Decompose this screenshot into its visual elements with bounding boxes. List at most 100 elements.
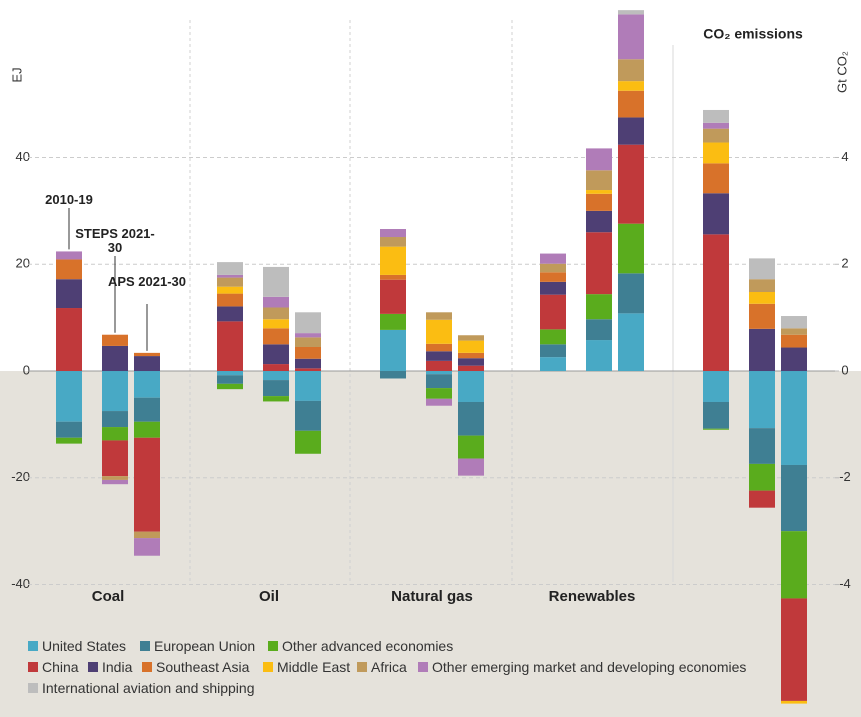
- bar-segment: [295, 337, 321, 347]
- bar-segment: [134, 352, 160, 357]
- bar-segment: [703, 122, 729, 129]
- bar-segment: [540, 281, 566, 295]
- bar-segment: [618, 313, 644, 372]
- legend-swatch: [268, 641, 278, 651]
- bar-segment: [380, 279, 406, 314]
- bar-segment: [263, 328, 289, 345]
- bar-segment: [217, 277, 243, 287]
- y2-tick-label: 0: [841, 362, 848, 377]
- bar-annotation: APS 2021-30: [107, 274, 187, 289]
- bar-segment: [217, 274, 243, 278]
- legend-swatch: [28, 683, 38, 693]
- bar-segment: [134, 421, 160, 438]
- bar-segment: [56, 308, 82, 372]
- bar-segment: [263, 380, 289, 397]
- legend-swatch: [142, 662, 152, 672]
- bar-segment: [703, 109, 729, 123]
- bar-segment: [703, 371, 729, 402]
- bar-segment: [618, 10, 644, 15]
- bar-segment: [426, 360, 452, 372]
- bar-segment: [540, 253, 566, 264]
- bar-segment: [217, 321, 243, 372]
- legend-item: United States: [28, 638, 126, 654]
- bar-segment: [56, 371, 82, 422]
- bar-segment: [102, 411, 128, 428]
- bar-segment: [586, 232, 612, 295]
- legend-swatch: [28, 662, 38, 672]
- bar-segment: [263, 344, 289, 365]
- bar-segment: [295, 346, 321, 359]
- bar-segment: [217, 375, 243, 384]
- legend-item: European Union: [140, 638, 255, 654]
- bar-segment: [102, 334, 128, 346]
- bar-segment: [217, 286, 243, 294]
- bar-segment: [380, 237, 406, 247]
- bar-segment: [703, 234, 729, 372]
- legend-item: Middle East: [263, 659, 350, 675]
- bar-segment: [380, 274, 406, 280]
- group-label: Renewables: [549, 588, 636, 605]
- bar-segment: [102, 427, 128, 441]
- bar-segment: [618, 223, 644, 274]
- bar-segment: [295, 333, 321, 338]
- legend-label: Southeast Asia: [156, 659, 250, 675]
- y2-tick-label: 2: [841, 256, 848, 271]
- co2-group-label: CO₂ emissions: [703, 26, 803, 42]
- legend-item: India: [88, 659, 132, 675]
- legend-swatch: [28, 641, 38, 651]
- bar-segment: [134, 397, 160, 422]
- bar-segment: [540, 357, 566, 372]
- legend-label: China: [42, 659, 79, 675]
- bar-segment: [458, 352, 484, 359]
- bar-segment: [703, 163, 729, 194]
- bar-segment: [781, 334, 807, 348]
- legend-label: Africa: [371, 659, 407, 675]
- y-tick-label: -20: [11, 469, 30, 484]
- y-tick-label: 40: [16, 149, 30, 164]
- bar-segment: [749, 292, 775, 304]
- legend-swatch: [140, 641, 150, 651]
- bar-segment: [217, 293, 243, 307]
- bar-segment: [586, 148, 612, 171]
- bar-segment: [56, 437, 82, 444]
- bar-segment: [586, 190, 612, 194]
- group-label: Coal: [92, 588, 125, 605]
- bar-segment: [295, 371, 321, 401]
- bar-segment: [134, 371, 160, 398]
- legend-swatch: [357, 662, 367, 672]
- bar-segment: [217, 383, 243, 390]
- bar-segment: [749, 371, 775, 429]
- bar-segment: [781, 700, 807, 704]
- bar-segment: [586, 340, 612, 372]
- legend-item: Other emerging market and developing eco…: [418, 659, 746, 675]
- y-tick-label: -40: [11, 576, 30, 591]
- bar-segment: [749, 328, 775, 372]
- bar-segment: [618, 144, 644, 224]
- bar-segment: [134, 538, 160, 556]
- bar-segment: [295, 430, 321, 454]
- legend-label: European Union: [154, 638, 256, 654]
- bar-segment: [380, 313, 406, 330]
- bar-segment: [458, 401, 484, 436]
- bar-segment: [380, 229, 406, 238]
- bar-segment: [781, 371, 807, 465]
- bar-segment: [426, 371, 452, 375]
- bar-segment: [703, 128, 729, 143]
- bar-segment: [586, 193, 612, 211]
- bar-annotation: 2010-19: [45, 192, 93, 207]
- y-axis-label: EJ: [9, 67, 24, 82]
- y2-axis-label: Gt CO₂: [834, 51, 849, 93]
- legend-label: International aviation and shipping: [42, 680, 255, 696]
- legend-label: Middle East: [277, 659, 351, 675]
- legend-label: Other advanced economies: [282, 638, 454, 654]
- bar-segment: [781, 598, 807, 701]
- bar-segment: [540, 272, 566, 282]
- bar-segment: [703, 142, 729, 164]
- bar-segment: [781, 316, 807, 329]
- bar-segment: [781, 464, 807, 532]
- bar-segment: [540, 294, 566, 330]
- bar-segment: [263, 319, 289, 329]
- bar-segment: [102, 345, 128, 372]
- bar-annotation: STEPS 2021-30: [75, 226, 155, 255]
